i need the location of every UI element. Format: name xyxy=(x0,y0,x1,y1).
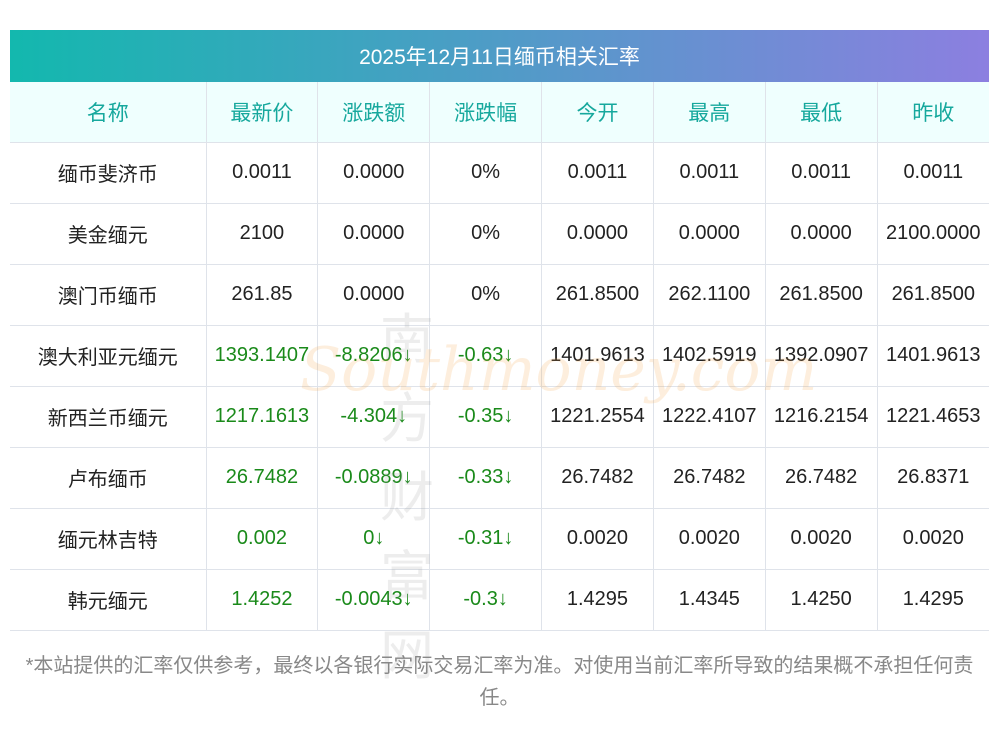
cell-name: 缅元林吉特 xyxy=(10,508,206,570)
cell-name: 新西兰币缅元 xyxy=(10,386,206,448)
cell-pct: -0.33↓ xyxy=(429,447,542,509)
cell-price: 0.002 xyxy=(205,508,318,570)
cell-pct: -0.63↓ xyxy=(429,325,542,387)
cell-prev: 2100.0000 xyxy=(876,203,989,265)
cell-name: 缅币斐济币 xyxy=(10,142,206,204)
cell-prev: 1221.4653 xyxy=(876,386,989,448)
column-header: 今开 xyxy=(541,82,654,143)
cell-prev: 26.8371 xyxy=(876,447,989,509)
cell-open: 1.4295 xyxy=(541,569,654,631)
cell-name: 韩元缅元 xyxy=(10,569,206,631)
cell-prev: 0.0020 xyxy=(876,508,989,570)
cell-low: 1216.2154 xyxy=(764,386,878,448)
cell-price: 1217.1613 xyxy=(205,386,318,448)
cell-open: 0.0000 xyxy=(541,203,654,265)
cell-price: 261.85 xyxy=(205,264,318,326)
cell-high: 0.0020 xyxy=(652,508,766,570)
cell-price: 0.0011 xyxy=(205,142,318,204)
cell-change: 0.0000 xyxy=(317,203,430,265)
cell-low: 1.4250 xyxy=(764,569,878,631)
cell-low: 0.0011 xyxy=(764,142,878,204)
cell-pct: -0.35↓ xyxy=(429,386,542,448)
cell-open: 261.8500 xyxy=(541,264,654,326)
cell-high: 262.1100 xyxy=(652,264,766,326)
cell-change: -8.8206↓ xyxy=(317,325,430,387)
table-row: 澳门币缅币 261.85 0.0000 0% 261.8500 262.1100 261.8… xyxy=(10,264,989,326)
column-header: 最低 xyxy=(764,82,878,143)
cell-name: 澳大利亚元缅元 xyxy=(10,325,206,387)
cell-prev: 0.0011 xyxy=(876,142,989,204)
cell-high: 0.0011 xyxy=(652,142,766,204)
cell-pct: 0% xyxy=(429,264,542,326)
cell-price: 1.4252 xyxy=(205,569,318,631)
cell-low: 0.0000 xyxy=(764,203,878,265)
cell-change: 0.0000 xyxy=(317,264,430,326)
cell-change: 0.0000 xyxy=(317,142,430,204)
cell-low: 0.0020 xyxy=(764,508,878,570)
column-header: 最高 xyxy=(652,82,766,143)
cell-low: 26.7482 xyxy=(764,447,878,509)
cell-low: 261.8500 xyxy=(764,264,878,326)
cell-price: 2100 xyxy=(205,203,318,265)
table-row: 缅元林吉特 0.002 0↓ -0.31↓ 0.0020 0.0020 0.0020 0.00… xyxy=(10,508,989,570)
cell-prev: 1401.9613 xyxy=(876,325,989,387)
table-row: 卢布缅币 26.7482 -0.0889↓ -0.33↓ 26.7482 26.7482 2… xyxy=(10,447,989,509)
cell-change: -0.0889↓ xyxy=(317,447,430,509)
cell-name: 卢布缅币 xyxy=(10,447,206,509)
column-header: 昨收 xyxy=(876,82,989,143)
cell-high: 1222.4107 xyxy=(652,386,766,448)
cell-name: 美金缅元 xyxy=(10,203,206,265)
cell-open: 0.0020 xyxy=(541,508,654,570)
table-row: 韩元缅元 1.4252 -0.0043↓ -0.3↓ 1.4295 1.4345 1.425… xyxy=(10,569,989,631)
column-header: 名称 xyxy=(10,82,206,143)
table-title: 2025年12月11日缅币相关汇率 xyxy=(10,30,989,82)
exchange-rate-table: 名称 最新价 涨跌额 涨跌幅 今开 最高 最低 昨收 缅币斐济币 0.0011 0.0000 0% 0… xyxy=(10,82,989,631)
cell-open: 0.0011 xyxy=(541,142,654,204)
column-header: 涨跌额 xyxy=(317,82,430,143)
table-row: 缅币斐济币 0.0011 0.0000 0% 0.0011 0.0011 0.0011 0.0… xyxy=(10,142,989,204)
cell-low: 1392.0907 xyxy=(764,325,878,387)
cell-prev: 261.8500 xyxy=(876,264,989,326)
table-row: 美金缅元 2100 0.0000 0% 0.0000 0.0000 0.0000 2100.0… xyxy=(10,203,989,265)
cell-pct: 0% xyxy=(429,142,542,204)
table-row: 澳大利亚元缅元 1393.1407 -8.8206↓ -0.63↓ 1401.9613 1… xyxy=(10,325,989,387)
disclaimer-note: *本站提供的汇率仅供参考，最终以各银行实际交易汇率为准。对使用当前汇率所导致的结… xyxy=(25,655,974,709)
cell-change: -0.0043↓ xyxy=(317,569,430,631)
cell-high: 1402.5919 xyxy=(652,325,766,387)
header-row: 名称 最新价 涨跌额 涨跌幅 今开 最高 最低 昨收 xyxy=(10,82,989,143)
cell-pct: 0% xyxy=(429,203,542,265)
cell-prev: 1.4295 xyxy=(876,569,989,631)
exchange-rate-table-container: 2025年12月11日缅币相关汇率 名称 最新价 涨跌额 涨跌幅 今开 最高 最低 昨收 缅币… xyxy=(10,30,989,631)
cell-price: 26.7482 xyxy=(205,447,318,509)
cell-open: 1401.9613 xyxy=(541,325,654,387)
cell-open: 26.7482 xyxy=(541,447,654,509)
table-row: 新西兰币缅元 1217.1613 -4.304↓ -0.35↓ 1221.2554 122… xyxy=(10,386,989,448)
cell-high: 0.0000 xyxy=(652,203,766,265)
cell-name: 澳门币缅币 xyxy=(10,264,206,326)
cell-price: 1393.1407 xyxy=(205,325,318,387)
column-header: 涨跌幅 xyxy=(429,82,542,143)
cell-change: 0↓ xyxy=(317,508,430,570)
cell-open: 1221.2554 xyxy=(541,386,654,448)
column-header: 最新价 xyxy=(205,82,318,143)
cell-change: -4.304↓ xyxy=(317,386,430,448)
cell-pct: -0.3↓ xyxy=(429,569,542,631)
cell-pct: -0.31↓ xyxy=(429,508,542,570)
cell-high: 1.4345 xyxy=(652,569,766,631)
cell-high: 26.7482 xyxy=(652,447,766,509)
